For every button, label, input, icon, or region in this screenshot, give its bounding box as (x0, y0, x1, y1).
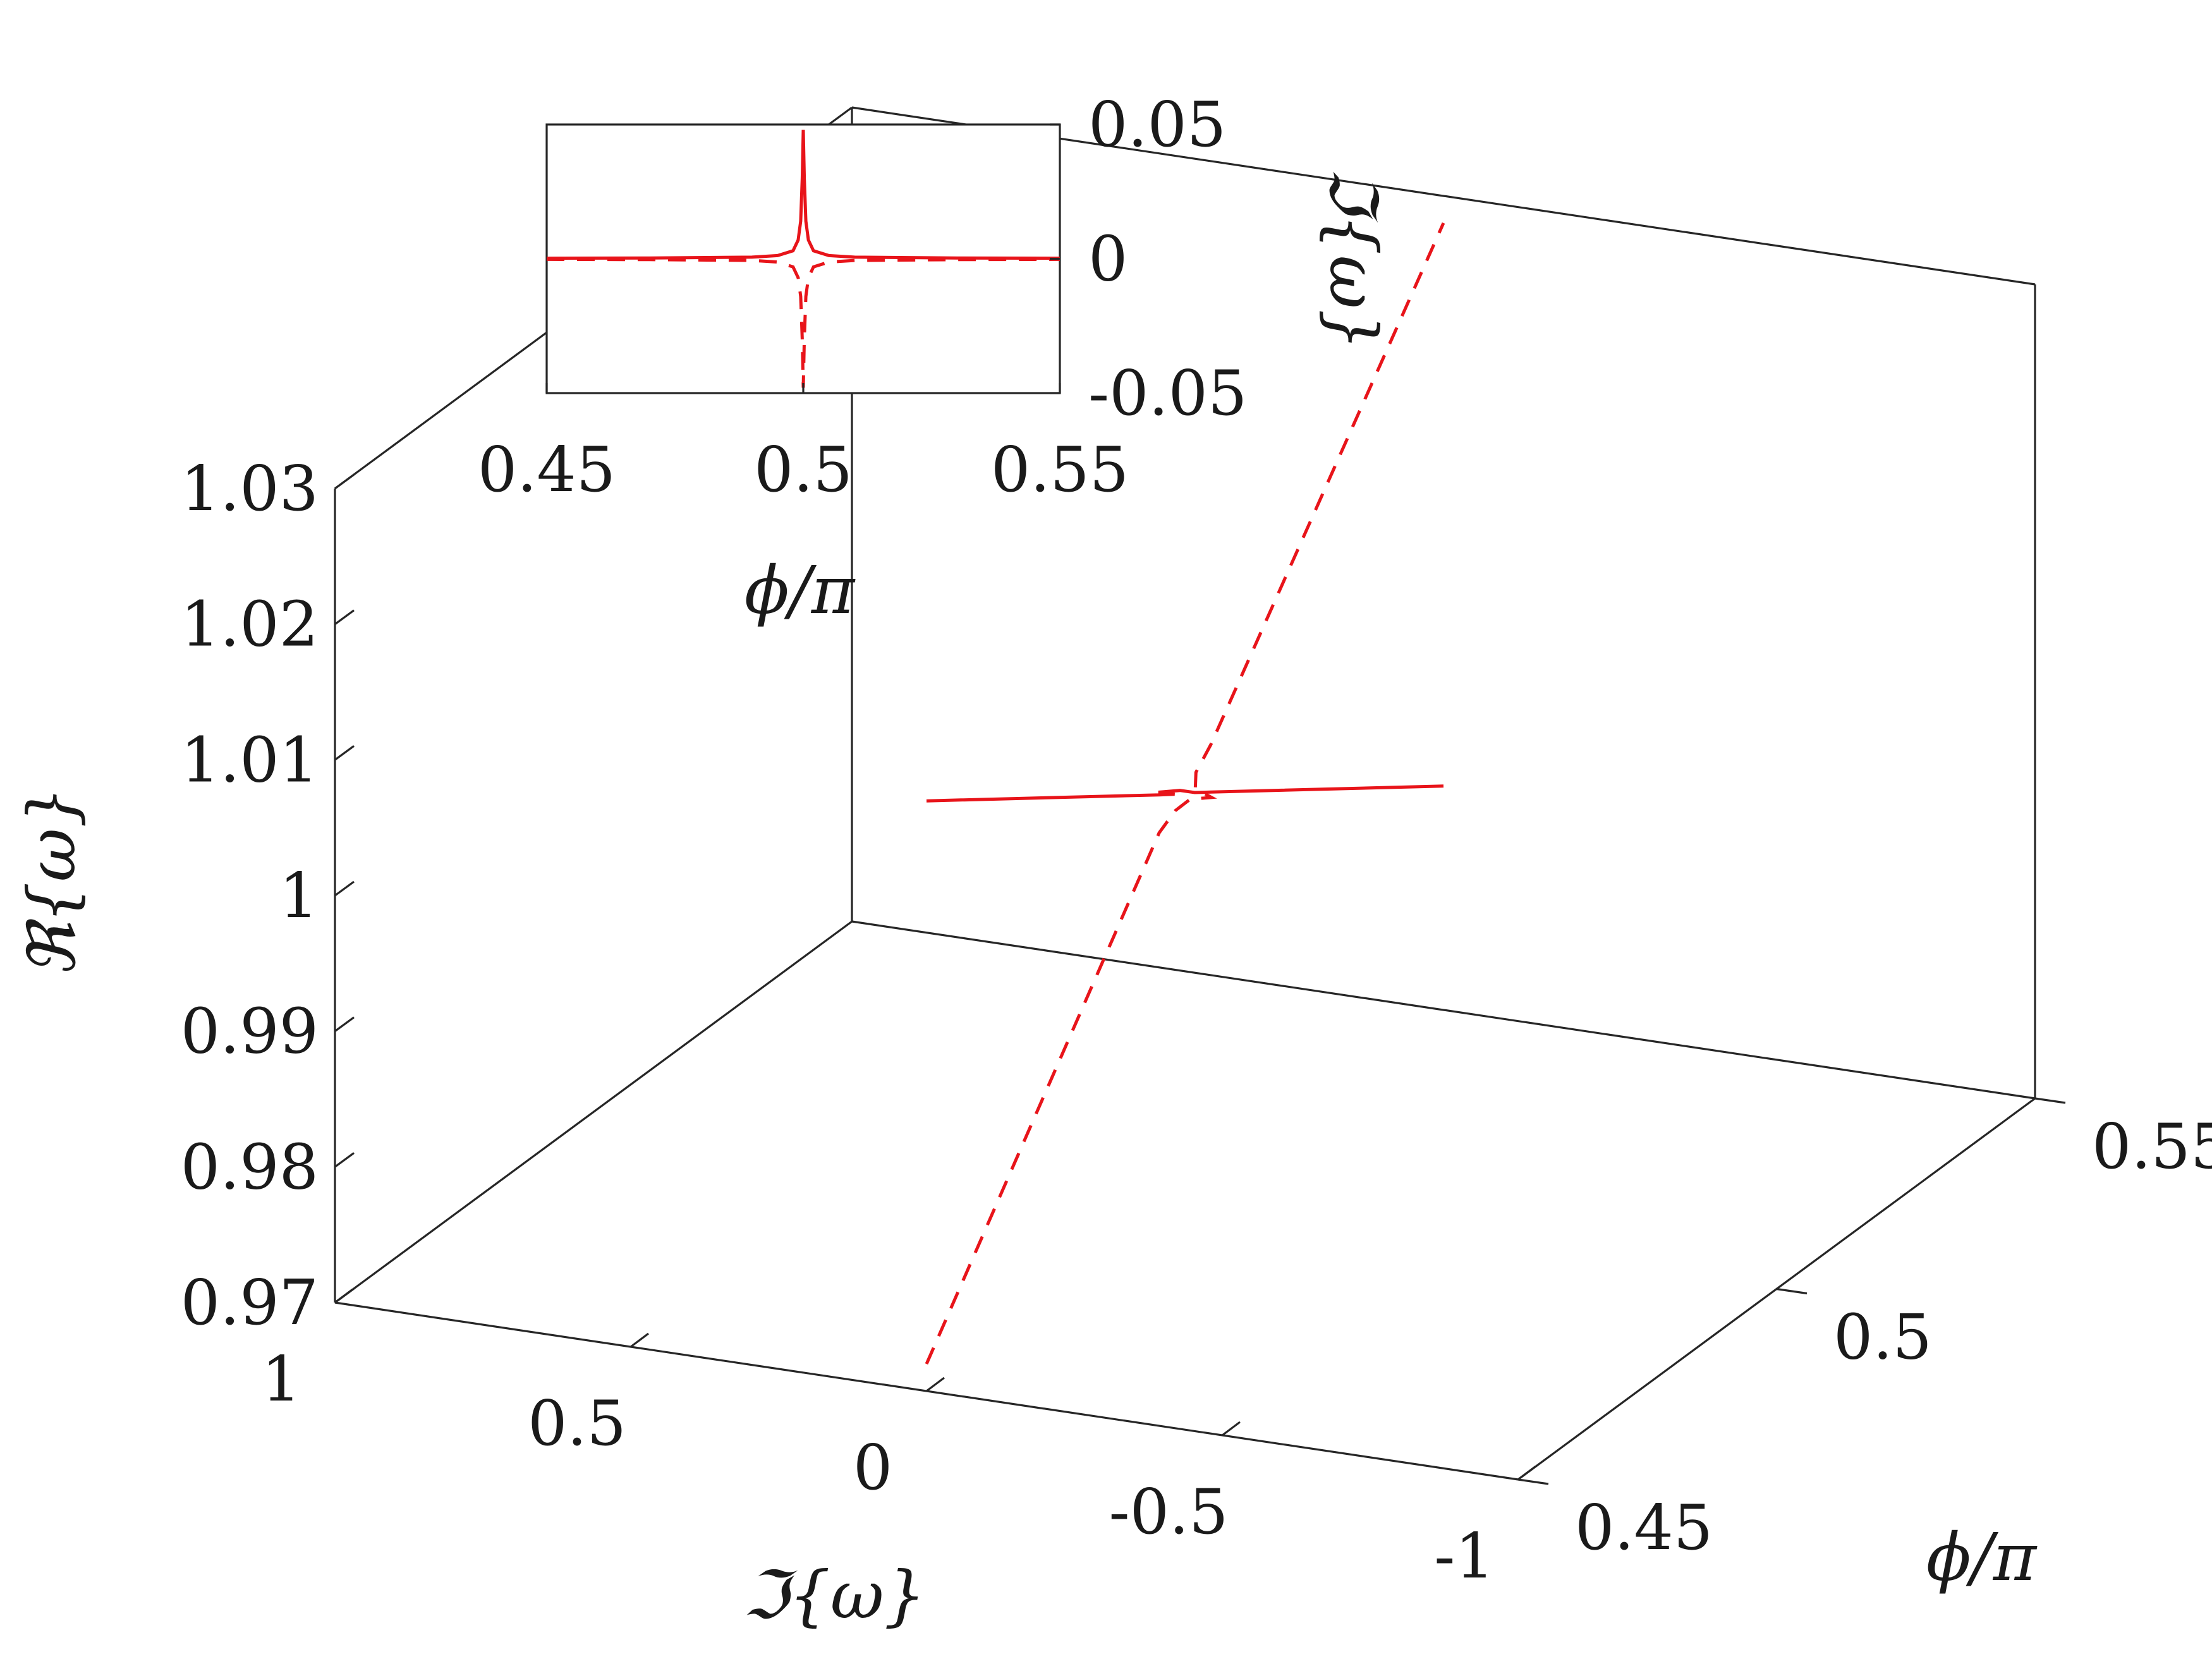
z-tick-mark-1 (334, 1152, 355, 1168)
main-series-solid (926, 784, 1444, 803)
z-tick-label-6: 1.03 (181, 453, 319, 525)
x-tick-mark-0 (334, 1288, 353, 1304)
z-tick-mark-2 (334, 1016, 355, 1032)
inset-x-axis: 0.45 0.5 0.55 (478, 383, 1129, 506)
z-tick-mark-4 (334, 745, 355, 761)
x-tick-label-3: -0.5 (1109, 1476, 1229, 1548)
x-tick-label-2: 0 (853, 1432, 892, 1504)
z-tick-label-2: 0.99 (181, 996, 319, 1068)
y-tick-mark-2 (2034, 1097, 2066, 1104)
z-tick-label-5: 1.02 (181, 589, 319, 661)
inset-x-tick-label-1: 0.5 (754, 434, 853, 506)
z-tick-label-3: 1 (279, 860, 319, 932)
z-tick-label-0: 0.97 (181, 1267, 319, 1339)
box-edge-back-floor (851, 920, 2036, 1100)
x-axis-label: ℑ{ω} (743, 1557, 926, 1634)
imag-omega-axis: 1 0.5 0 -0.5 -1 (262, 1288, 1536, 1593)
y-axis-label: ϕ/π (1926, 1519, 2038, 1596)
x-tick-label-1: 0.5 (528, 1388, 626, 1460)
x-tick-label-0: 1 (262, 1344, 301, 1416)
y-tick-label-0: 0.45 (1575, 1492, 1713, 1564)
box-edge-left-floor (334, 920, 853, 1304)
y-tick-label-2: 0.55 (2092, 1111, 2212, 1183)
real-omega-axis: 0.97 0.98 0.99 1 1.01 1.02 1.03 (181, 453, 355, 1339)
z-tick-mark-3 (334, 880, 355, 897)
x-tick-mark-2 (926, 1376, 945, 1392)
x-tick-mark-3 (1222, 1421, 1241, 1437)
inset-y-tick-label-2: -0.05 (1088, 358, 1247, 430)
inset-y-axis: 0.05 0 -0.05 (1050, 89, 1247, 430)
y-tick-label-1: 0.5 (1833, 1302, 1932, 1374)
inset-x-tick-label-2: 0.55 (991, 434, 1129, 506)
main-series-group (925, 222, 1445, 1365)
inset-plot: 0.45 0.5 0.55 0.05 0 -0.05 ϕ/π (478, 89, 1247, 629)
inset-y-tick-label-0: 0.05 (1088, 89, 1226, 161)
z-tick-label-1: 0.98 (181, 1131, 319, 1203)
main-3d-plot: 0.97 0.98 0.99 1 1.01 1.02 1.03 1 0.5 0 -0.5 -1 0.… (13, 106, 2212, 1634)
x-tick-label-4: -1 (1434, 1521, 1494, 1593)
y-tick-mark-0 (1517, 1478, 1549, 1485)
y-tick-mark-1 (1776, 1287, 1808, 1295)
x-tick-mark-1 (630, 1332, 649, 1348)
inset-series-solid (546, 130, 1060, 260)
inset-x-axis-label: ϕ/π (744, 552, 856, 629)
phi-axis: 0.45 0.5 0.55 (1517, 1097, 2212, 1564)
z-tick-mark-6 (334, 473, 355, 490)
back-axis-label: ℑ{ω} (1315, 167, 1392, 351)
x-tick-mark-4 (1517, 1465, 1536, 1481)
z-axis-label: ℜ{ω} (13, 786, 90, 977)
inset-x-tick-label-0: 0.45 (478, 434, 616, 506)
inset-y-tick-label-1: 0 (1088, 224, 1127, 296)
z-tick-mark-5 (334, 609, 355, 625)
main-series-dashed (925, 222, 1445, 1365)
z-tick-label-4: 1.01 (181, 724, 319, 796)
